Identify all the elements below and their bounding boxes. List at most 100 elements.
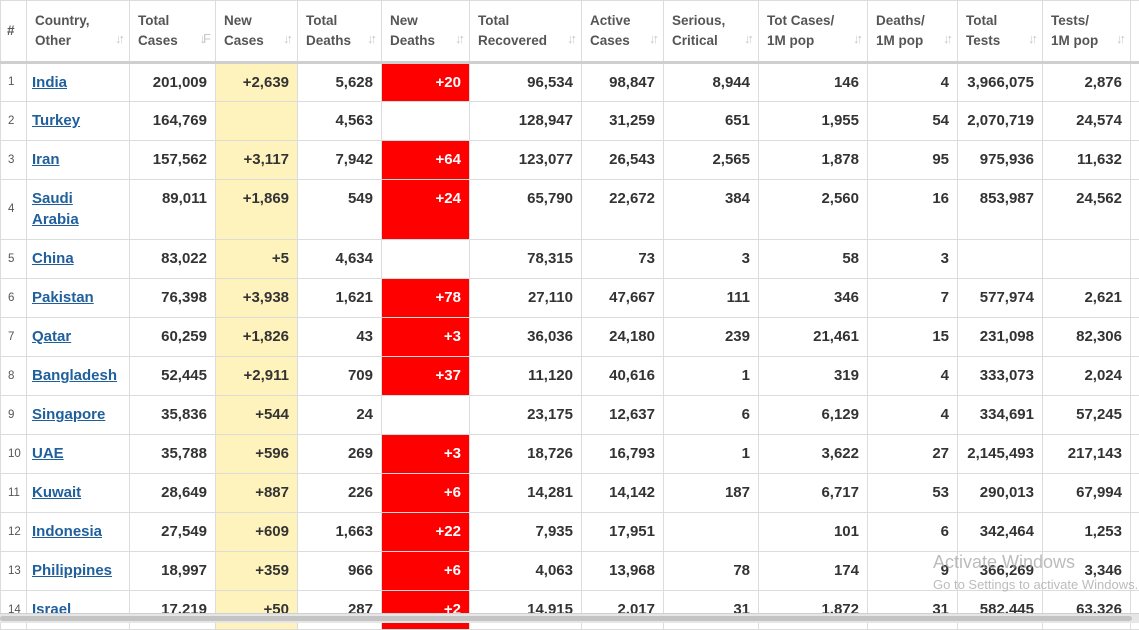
- new-deaths-cell: +2: [382, 591, 470, 630]
- new-deaths-cell: [382, 102, 470, 141]
- row-index: 11: [1, 474, 27, 513]
- total-recovered-cell: 4,063: [470, 552, 582, 591]
- sort-arrows-icon[interactable]: ↓↑: [1028, 29, 1035, 49]
- tests-per-1m-cell: 57,245: [1043, 396, 1131, 435]
- country-link[interactable]: Philippines: [32, 562, 112, 579]
- country-link[interactable]: Singapore: [32, 406, 105, 423]
- sort-arrows-icon[interactable]: ↓↑: [115, 29, 122, 49]
- country-header[interactable]: Country,Other↓↑: [27, 1, 130, 63]
- sort-arrows-icon[interactable]: ↓↑: [367, 29, 374, 49]
- new-cases-cell: +596: [216, 435, 298, 474]
- deaths-per-1m-cell: 53: [868, 474, 958, 513]
- serious-critical-cell: 1: [664, 357, 759, 396]
- deaths-per-1m-cell: 54: [868, 102, 958, 141]
- sort-arrows-icon[interactable]: ↓↑: [455, 29, 462, 49]
- next-column-cell-partial: [1131, 102, 1139, 141]
- sort-arrows-icon[interactable]: ↓F: [200, 29, 208, 49]
- country-link[interactable]: Indonesia: [32, 523, 102, 540]
- active-cases-cell: 22,672: [582, 180, 664, 240]
- total-tests-cell: 582,445: [958, 591, 1043, 630]
- total-recovered-cell: 14,915: [470, 591, 582, 630]
- deaths-per-1m-header[interactable]: Deaths/1M pop↓↑: [868, 1, 958, 63]
- deaths-per-1m-cell: 4: [868, 63, 958, 102]
- country-link[interactable]: Qatar: [32, 328, 71, 345]
- total-tests-cell: 333,073: [958, 357, 1043, 396]
- total-cases-cell: 83,022: [130, 240, 216, 279]
- total-deaths-cell: 1,621: [298, 279, 382, 318]
- sort-arrows-icon[interactable]: ↓↑: [1116, 29, 1123, 49]
- country-link[interactable]: China: [32, 250, 74, 267]
- total-deaths-cell: 549: [298, 180, 382, 240]
- scrollbar-thumb[interactable]: [0, 616, 1132, 621]
- sort-arrows-icon[interactable]: ↓↑: [744, 29, 751, 49]
- new-deaths-cell: +24: [382, 180, 470, 240]
- cases-per-1m-cell: 6,129: [759, 396, 868, 435]
- total-cases-cell: 35,788: [130, 435, 216, 474]
- sort-arrows-icon[interactable]: ↓↑: [283, 29, 290, 49]
- active-cases-cell: 73: [582, 240, 664, 279]
- active-cases-cell: 98,847: [582, 63, 664, 102]
- total-deaths-cell: 5,628: [298, 63, 382, 102]
- country-link[interactable]: UAE: [32, 445, 64, 462]
- total-cases-cell: 27,549: [130, 513, 216, 552]
- header-line1: Total: [966, 11, 1038, 31]
- sort-arrows-icon[interactable]: ↓↑: [853, 29, 860, 49]
- row-index: 7: [1, 318, 27, 357]
- country-link[interactable]: Turkey: [32, 112, 80, 129]
- serious-critical-header[interactable]: Serious,Critical↓↑: [664, 1, 759, 63]
- country-link[interactable]: Bangladesh: [32, 367, 117, 384]
- header-line1: Serious,: [672, 11, 754, 31]
- deaths-per-1m-cell: 3: [868, 240, 958, 279]
- header-line2: 1M pop: [767, 31, 863, 51]
- total-deaths-cell: 709: [298, 357, 382, 396]
- country-link[interactable]: Saudi Arabia: [32, 190, 79, 228]
- sort-arrows-icon[interactable]: ↓↑: [943, 29, 950, 49]
- next-column-cell-partial: [1131, 474, 1139, 513]
- total-recovered-cell: 7,935: [470, 513, 582, 552]
- sort-arrows-icon[interactable]: ↓↑: [649, 29, 656, 49]
- active-cases-cell: 16,793: [582, 435, 664, 474]
- total-cases-cell: 76,398: [130, 279, 216, 318]
- total-cases-cell: 18,997: [130, 552, 216, 591]
- tests-per-1m-cell: 217,143: [1043, 435, 1131, 474]
- country-link[interactable]: Pakistan: [32, 289, 94, 306]
- new-cases-cell: +5: [216, 240, 298, 279]
- cases-per-1m-cell: 174: [759, 552, 868, 591]
- sort-arrows-icon[interactable]: ↓↑: [567, 29, 574, 49]
- row-index: 5: [1, 240, 27, 279]
- total-tests-cell: 342,464: [958, 513, 1043, 552]
- country-link[interactable]: Iran: [32, 151, 60, 168]
- serious-critical-cell: 651: [664, 102, 759, 141]
- country-cell: Pakistan: [27, 279, 130, 318]
- serious-critical-cell: 78: [664, 552, 759, 591]
- serious-critical-cell: 187: [664, 474, 759, 513]
- country-link[interactable]: India: [32, 74, 67, 91]
- total-tests-cell: 2,070,719: [958, 102, 1043, 141]
- row-index: 4: [1, 180, 27, 240]
- country-cell: Bangladesh: [27, 357, 130, 396]
- tests-per-1m-header[interactable]: Tests/1M pop↓↑: [1043, 1, 1131, 63]
- total-cases-cell: 52,445: [130, 357, 216, 396]
- next-column-cell-partial: [1131, 513, 1139, 552]
- total-cases-cell: 89,011: [130, 180, 216, 240]
- tests-per-1m-cell: 67,994: [1043, 474, 1131, 513]
- cases-per-1m-header[interactable]: Tot Cases/1M pop↓↑: [759, 1, 868, 63]
- total-recovered-cell: 128,947: [470, 102, 582, 141]
- total-recovered-cell: 11,120: [470, 357, 582, 396]
- deaths-per-1m-cell: 4: [868, 357, 958, 396]
- total-deaths-cell: 43: [298, 318, 382, 357]
- next-column-cell-partial: [1131, 435, 1139, 474]
- country-link[interactable]: Kuwait: [32, 484, 81, 501]
- cases-per-1m-cell: 319: [759, 357, 868, 396]
